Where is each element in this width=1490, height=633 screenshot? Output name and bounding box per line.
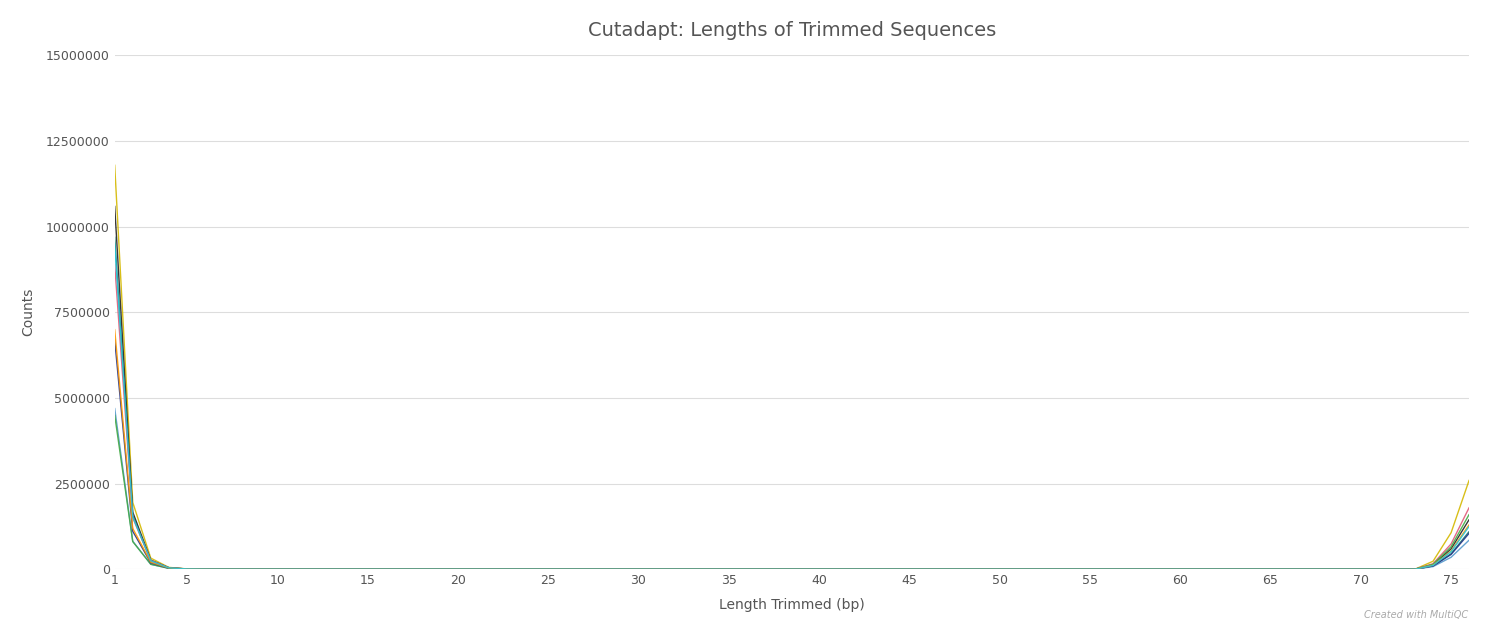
Title: Cutadapt: Lengths of Trimmed Sequences: Cutadapt: Lengths of Trimmed Sequences — [587, 21, 995, 40]
Y-axis label: Counts: Counts — [21, 288, 34, 336]
X-axis label: Length Trimmed (bp): Length Trimmed (bp) — [720, 598, 864, 612]
Text: Created with MultiQC: Created with MultiQC — [1363, 610, 1468, 620]
